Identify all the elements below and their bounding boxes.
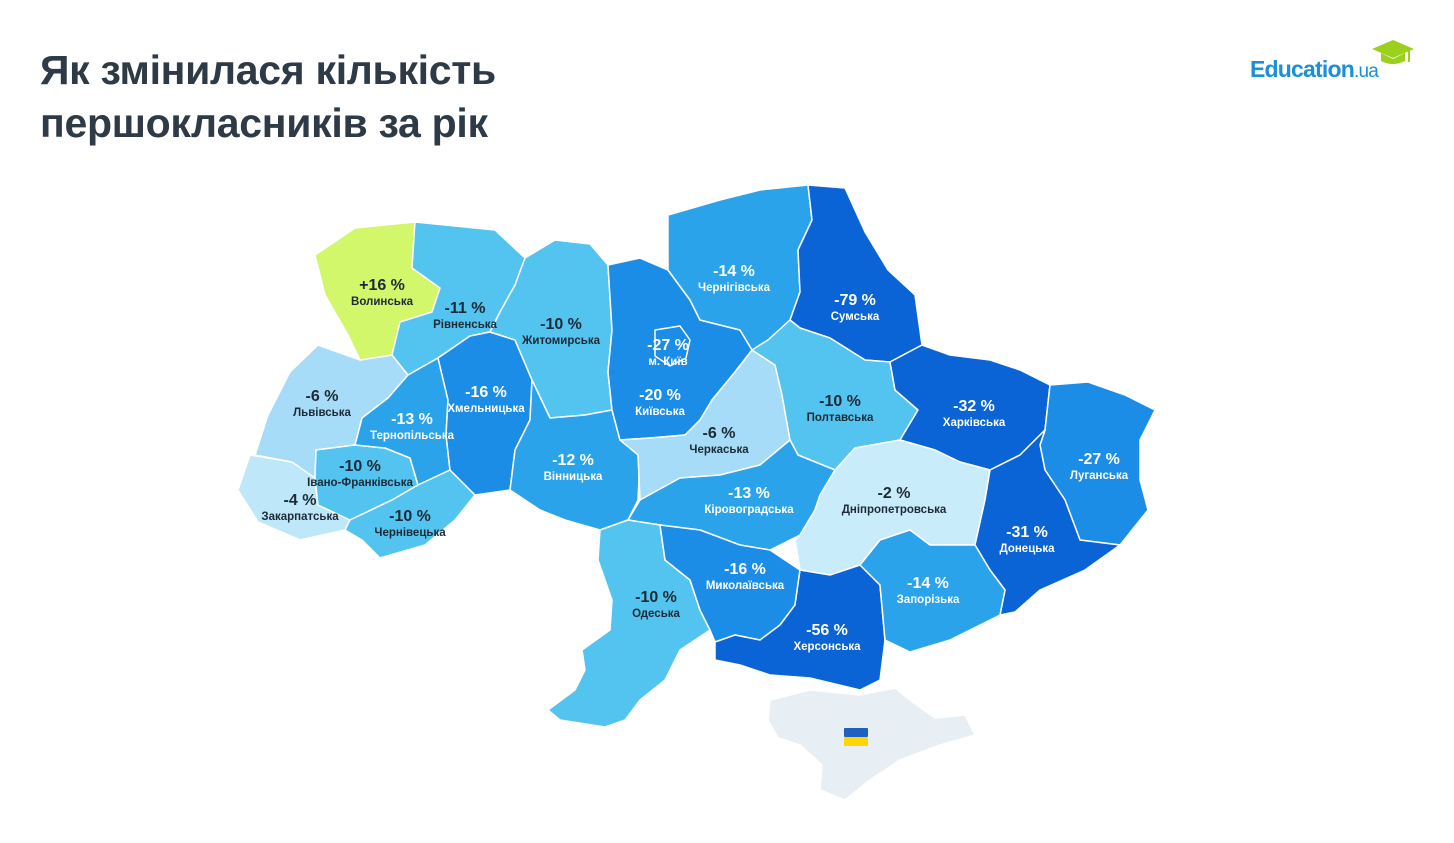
name-sumska: Сумська — [831, 311, 880, 323]
value-kyiv-city: -27 % — [647, 337, 689, 354]
name-zhytomyrska: Житомирська — [521, 335, 601, 347]
logo-main: Education — [1250, 56, 1355, 82]
value-chernivetska: -10 % — [389, 508, 431, 525]
value-cherkaska: -6 % — [703, 425, 736, 442]
name-poltavska: Полтавська — [807, 412, 874, 424]
value-donetska: -31 % — [1006, 524, 1048, 541]
name-kyiv-city: м. Київ — [648, 356, 687, 368]
label-zaporizka: -14 % Запорізька — [897, 575, 960, 606]
value-poltavska: -10 % — [819, 393, 861, 410]
label-kyivska: -20 % Київська — [635, 387, 685, 418]
region-zaporizka[interactable] — [859, 529, 1006, 653]
value-rivnenska: -11 % — [445, 300, 486, 317]
value-luhanska: -27 % — [1078, 451, 1120, 468]
education-ua-logo[interactable]: Education.ua — [1250, 40, 1420, 90]
name-odeska: Одеська — [632, 608, 680, 620]
flag-top-stripe — [844, 728, 868, 737]
value-kirovohradska: -13 % — [728, 485, 770, 502]
label-chernihivska: -14 % Чернігівська — [698, 263, 771, 294]
value-chernihivska: -14 % — [713, 263, 755, 280]
label-zhytomyrska: -10 % Житомирська — [521, 316, 601, 347]
ukraine-flag-icon — [844, 728, 868, 746]
name-dnipropetrovska: Дніпропетровська — [842, 504, 947, 516]
value-ivano-frankivska: -10 % — [339, 458, 381, 475]
label-lvivska: -6 % Львівська — [293, 388, 351, 419]
name-donetska: Донецька — [1000, 543, 1056, 555]
value-khmelnytska: -16 % — [465, 384, 507, 401]
label-khmelnytska: -16 % Хмельницька — [447, 384, 525, 415]
label-khersonska: -56 % Херсонська — [793, 622, 861, 653]
value-khersonska: -56 % — [806, 622, 848, 639]
label-ivano-frankivska: -10 % Івано-Франківська — [307, 458, 413, 489]
title-line-2: першокласників за рік — [40, 100, 488, 146]
value-volynska: +16 % — [359, 277, 405, 294]
label-vinnytska: -12 % Вінницька — [544, 452, 603, 483]
label-odeska: -10 % Одеська — [632, 589, 680, 620]
label-rivnenska: -11 % Рівненська — [433, 300, 497, 331]
name-lvivska: Львівська — [293, 407, 351, 419]
graduation-cap-icon — [1372, 40, 1414, 64]
label-chernivetska: -10 % Чернівецька — [374, 508, 446, 539]
name-chernihivska: Чернігівська — [698, 282, 771, 294]
name-ivano-frankivska: Івано-Франківська — [307, 477, 413, 489]
name-chernivetska: Чернівецька — [374, 527, 446, 539]
value-kyivska: -20 % — [639, 387, 681, 404]
region-kyiv-city[interactable] — [654, 325, 691, 367]
name-vinnytska: Вінницька — [544, 471, 603, 483]
value-mykolaivska: -16 % — [724, 561, 766, 578]
label-kharkivska: -32 % Харківська — [943, 398, 1006, 429]
label-zakarpatska: -4 % Закарпатська — [261, 492, 339, 523]
name-mykolaivska: Миколаївська — [706, 580, 785, 592]
region-crimea[interactable] — [767, 687, 976, 801]
value-dnipropetrovska: -2 % — [878, 485, 911, 502]
region-chernivetska[interactable] — [344, 469, 476, 559]
page-title: Як змінилася кількість першокласників за… — [40, 44, 496, 150]
label-luhanska: -27 % Луганська — [1070, 451, 1129, 482]
logo-domain: .ua — [1353, 61, 1379, 82]
label-kyiv-city: -27 % м. Київ — [647, 337, 689, 368]
label-sumska: -79 % Сумська — [831, 292, 880, 323]
value-zhytomyrska: -10 % — [540, 316, 582, 333]
name-ternopilska: Тернопільська — [370, 430, 455, 442]
logo-text: Education.ua — [1250, 56, 1379, 83]
label-dnipropetrovska: -2 % Дніпропетровська — [842, 485, 947, 516]
label-cherkaska: -6 % Черкаська — [689, 425, 749, 456]
value-kharkivska: -32 % — [953, 398, 995, 415]
value-lvivska: -6 % — [306, 388, 339, 405]
label-poltavska: -10 % Полтавська — [807, 393, 874, 424]
name-kirovohradska: Кіровоградська — [704, 504, 794, 516]
name-cherkaska: Черкаська — [689, 444, 749, 456]
label-kirovohradska: -13 % Кіровоградська — [704, 485, 794, 516]
value-sumska: -79 % — [834, 292, 876, 309]
name-rivnenska: Рівненська — [433, 319, 497, 331]
title-line-1: Як змінилася кількість — [40, 47, 496, 93]
flag-bottom-stripe — [844, 737, 868, 746]
value-zakarpatska: -4 % — [284, 492, 317, 509]
value-zaporizka: -14 % — [907, 575, 949, 592]
name-khersonska: Херсонська — [793, 641, 861, 653]
name-luhanska: Луганська — [1070, 470, 1129, 482]
name-zakarpatska: Закарпатська — [261, 511, 339, 523]
value-odeska: -10 % — [635, 589, 677, 606]
name-khmelnytska: Хмельницька — [447, 403, 525, 415]
name-volynska: Волинська — [351, 296, 414, 308]
label-mykolaivska: -16 % Миколаївська — [706, 561, 785, 592]
name-kyivska: Київська — [635, 406, 685, 418]
label-volynska: +16 % Волинська — [351, 277, 414, 308]
name-kharkivska: Харківська — [943, 417, 1006, 429]
label-ternopilska: -13 % Тернопільська — [370, 411, 455, 442]
name-zaporizka: Запорізька — [897, 594, 960, 606]
value-vinnytska: -12 % — [552, 452, 594, 469]
label-donetska: -31 % Донецька — [1000, 524, 1056, 555]
value-ternopilska: -13 % — [391, 411, 433, 428]
